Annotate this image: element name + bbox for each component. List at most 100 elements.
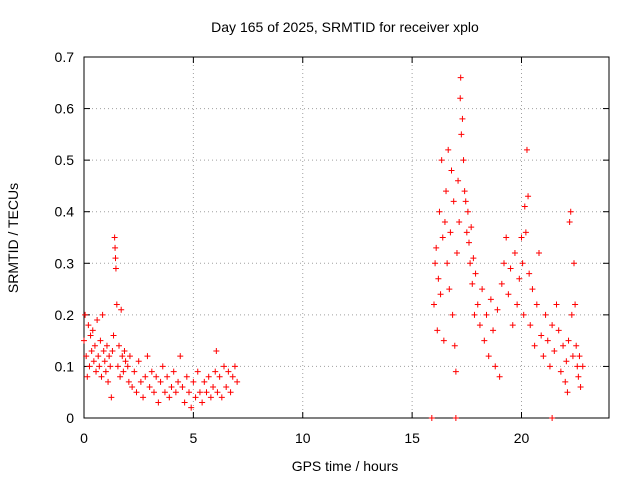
- data-point: [98, 373, 105, 380]
- data-point: [97, 337, 104, 344]
- data-point: [494, 306, 501, 313]
- data-point: [533, 301, 540, 308]
- y-tick-label: 0.3: [55, 255, 75, 271]
- data-point: [100, 347, 107, 354]
- data-point: [431, 301, 437, 308]
- data-point: [445, 146, 452, 153]
- data-point: [91, 342, 98, 349]
- data-point: [446, 286, 453, 293]
- data-point: [540, 353, 547, 360]
- data-point: [96, 363, 103, 370]
- data-point: [113, 301, 120, 308]
- data-point: [83, 353, 90, 360]
- data-point: [101, 358, 108, 365]
- data-points: [81, 74, 586, 421]
- data-point: [201, 378, 208, 385]
- data-point: [551, 347, 558, 354]
- data-point: [437, 291, 444, 298]
- data-point: [438, 157, 445, 164]
- data-point: [503, 234, 510, 241]
- y-tick-label: 0.7: [55, 49, 75, 65]
- data-point: [175, 378, 182, 385]
- data-point: [186, 389, 192, 396]
- data-point: [553, 301, 560, 308]
- x-tick-label: 20: [514, 430, 530, 446]
- data-point: [501, 260, 507, 267]
- data-point: [555, 327, 562, 334]
- data-point: [462, 198, 469, 205]
- y-tick-label: 0.5: [55, 152, 75, 168]
- data-point: [483, 311, 490, 318]
- data-point: [94, 317, 101, 324]
- data-point: [119, 353, 126, 360]
- data-point: [523, 146, 530, 153]
- data-point: [116, 342, 122, 349]
- data-point: [435, 275, 442, 282]
- data-point: [549, 322, 556, 329]
- data-point: [441, 219, 448, 226]
- data-point: [102, 368, 109, 375]
- data-point: [514, 301, 521, 308]
- data-point: [574, 363, 581, 370]
- data-point: [496, 373, 503, 380]
- data-point: [109, 347, 116, 354]
- data-point: [451, 342, 458, 349]
- data-point: [181, 399, 188, 406]
- data-point: [157, 378, 164, 385]
- data-point: [126, 353, 133, 360]
- data-point: [131, 368, 138, 375]
- data-point: [227, 389, 234, 396]
- data-point: [516, 275, 523, 282]
- data-point: [531, 342, 538, 349]
- data-point: [566, 219, 573, 226]
- data-point: [522, 229, 529, 236]
- data-point: [183, 373, 190, 380]
- data-point: [190, 378, 197, 385]
- data-point: [549, 415, 556, 421]
- data-point: [196, 389, 203, 396]
- data-point: [170, 368, 177, 375]
- data-point: [229, 373, 236, 380]
- data-point: [210, 384, 217, 391]
- data-point: [538, 332, 545, 339]
- data-point: [234, 378, 241, 385]
- data-point: [121, 347, 128, 354]
- data-point: [562, 378, 569, 385]
- data-point: [464, 208, 471, 215]
- data-point: [159, 363, 166, 370]
- data-point: [82, 311, 89, 318]
- data-point: [470, 255, 477, 262]
- data-point: [466, 239, 472, 246]
- data-point: [576, 353, 583, 360]
- x-axis-label: GPS time / hours: [292, 458, 399, 474]
- data-point: [563, 358, 570, 365]
- data-point: [529, 286, 536, 293]
- data-point: [112, 265, 119, 272]
- data-point: [505, 291, 512, 298]
- x-tick-label: 0: [80, 430, 88, 446]
- data-point: [155, 399, 162, 406]
- data-point: [507, 265, 514, 272]
- data-point: [468, 224, 475, 231]
- data-point: [137, 378, 144, 385]
- data-point: [461, 188, 468, 195]
- chart-title: Day 165 of 2025, SRMTID for receiver xpl…: [211, 19, 479, 35]
- data-point: [565, 337, 572, 344]
- data-point: [99, 311, 106, 318]
- data-point: [216, 373, 223, 380]
- data-point: [479, 286, 486, 293]
- data-point: [519, 260, 526, 267]
- data-point: [164, 373, 171, 380]
- data-point: [520, 311, 527, 318]
- data-point: [214, 389, 221, 396]
- data-point: [103, 342, 110, 349]
- data-point: [485, 353, 492, 360]
- data-point: [135, 358, 142, 365]
- data-point: [129, 384, 136, 391]
- data-point: [569, 353, 576, 360]
- data-point: [572, 301, 579, 308]
- data-point: [86, 363, 93, 370]
- data-point: [124, 363, 131, 370]
- data-point: [88, 347, 95, 354]
